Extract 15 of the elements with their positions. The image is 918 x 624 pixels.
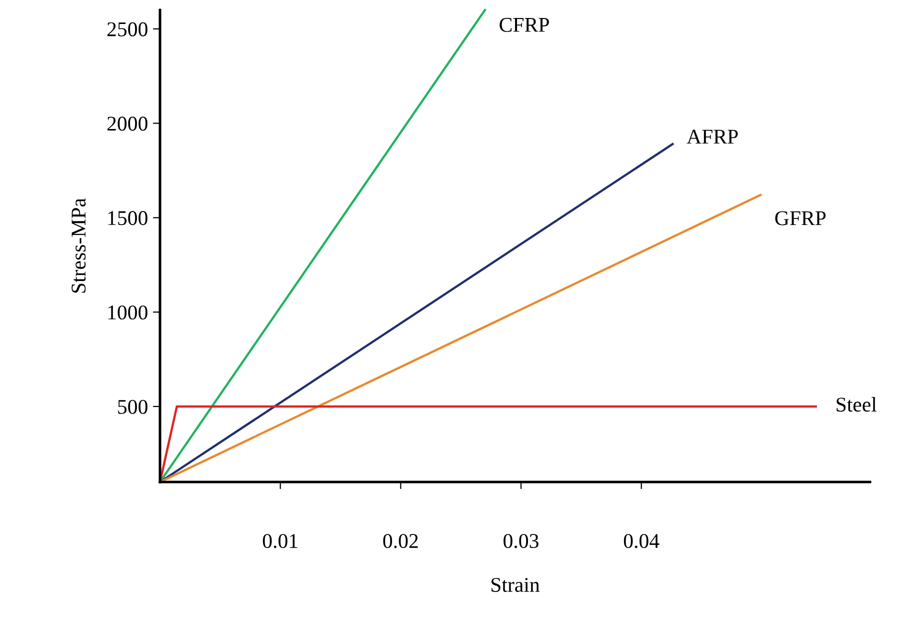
x-axis-title: Strain [492,578,540,592]
series-label: AFRP [686,130,738,144]
series-label: GFRP [775,211,826,226]
x-tick-label: 0.04 [624,534,660,548]
y-axis-title: Stress-MPa [72,198,86,293]
series-label: Steel [836,397,877,412]
y-tick-label: 1000 [108,305,148,320]
y-tick-label: 2500 [107,22,148,36]
x-tick-label: 0.03 [504,534,538,548]
y-tick-label: 1500 [108,211,148,226]
series-label: CFRP [500,18,549,32]
y-tick-label: 500 [118,400,148,414]
x-tick-label: 0.02 [383,534,418,548]
x-tick-label: 0.01 [262,534,298,548]
y-tick-label: 2000 [107,116,148,131]
